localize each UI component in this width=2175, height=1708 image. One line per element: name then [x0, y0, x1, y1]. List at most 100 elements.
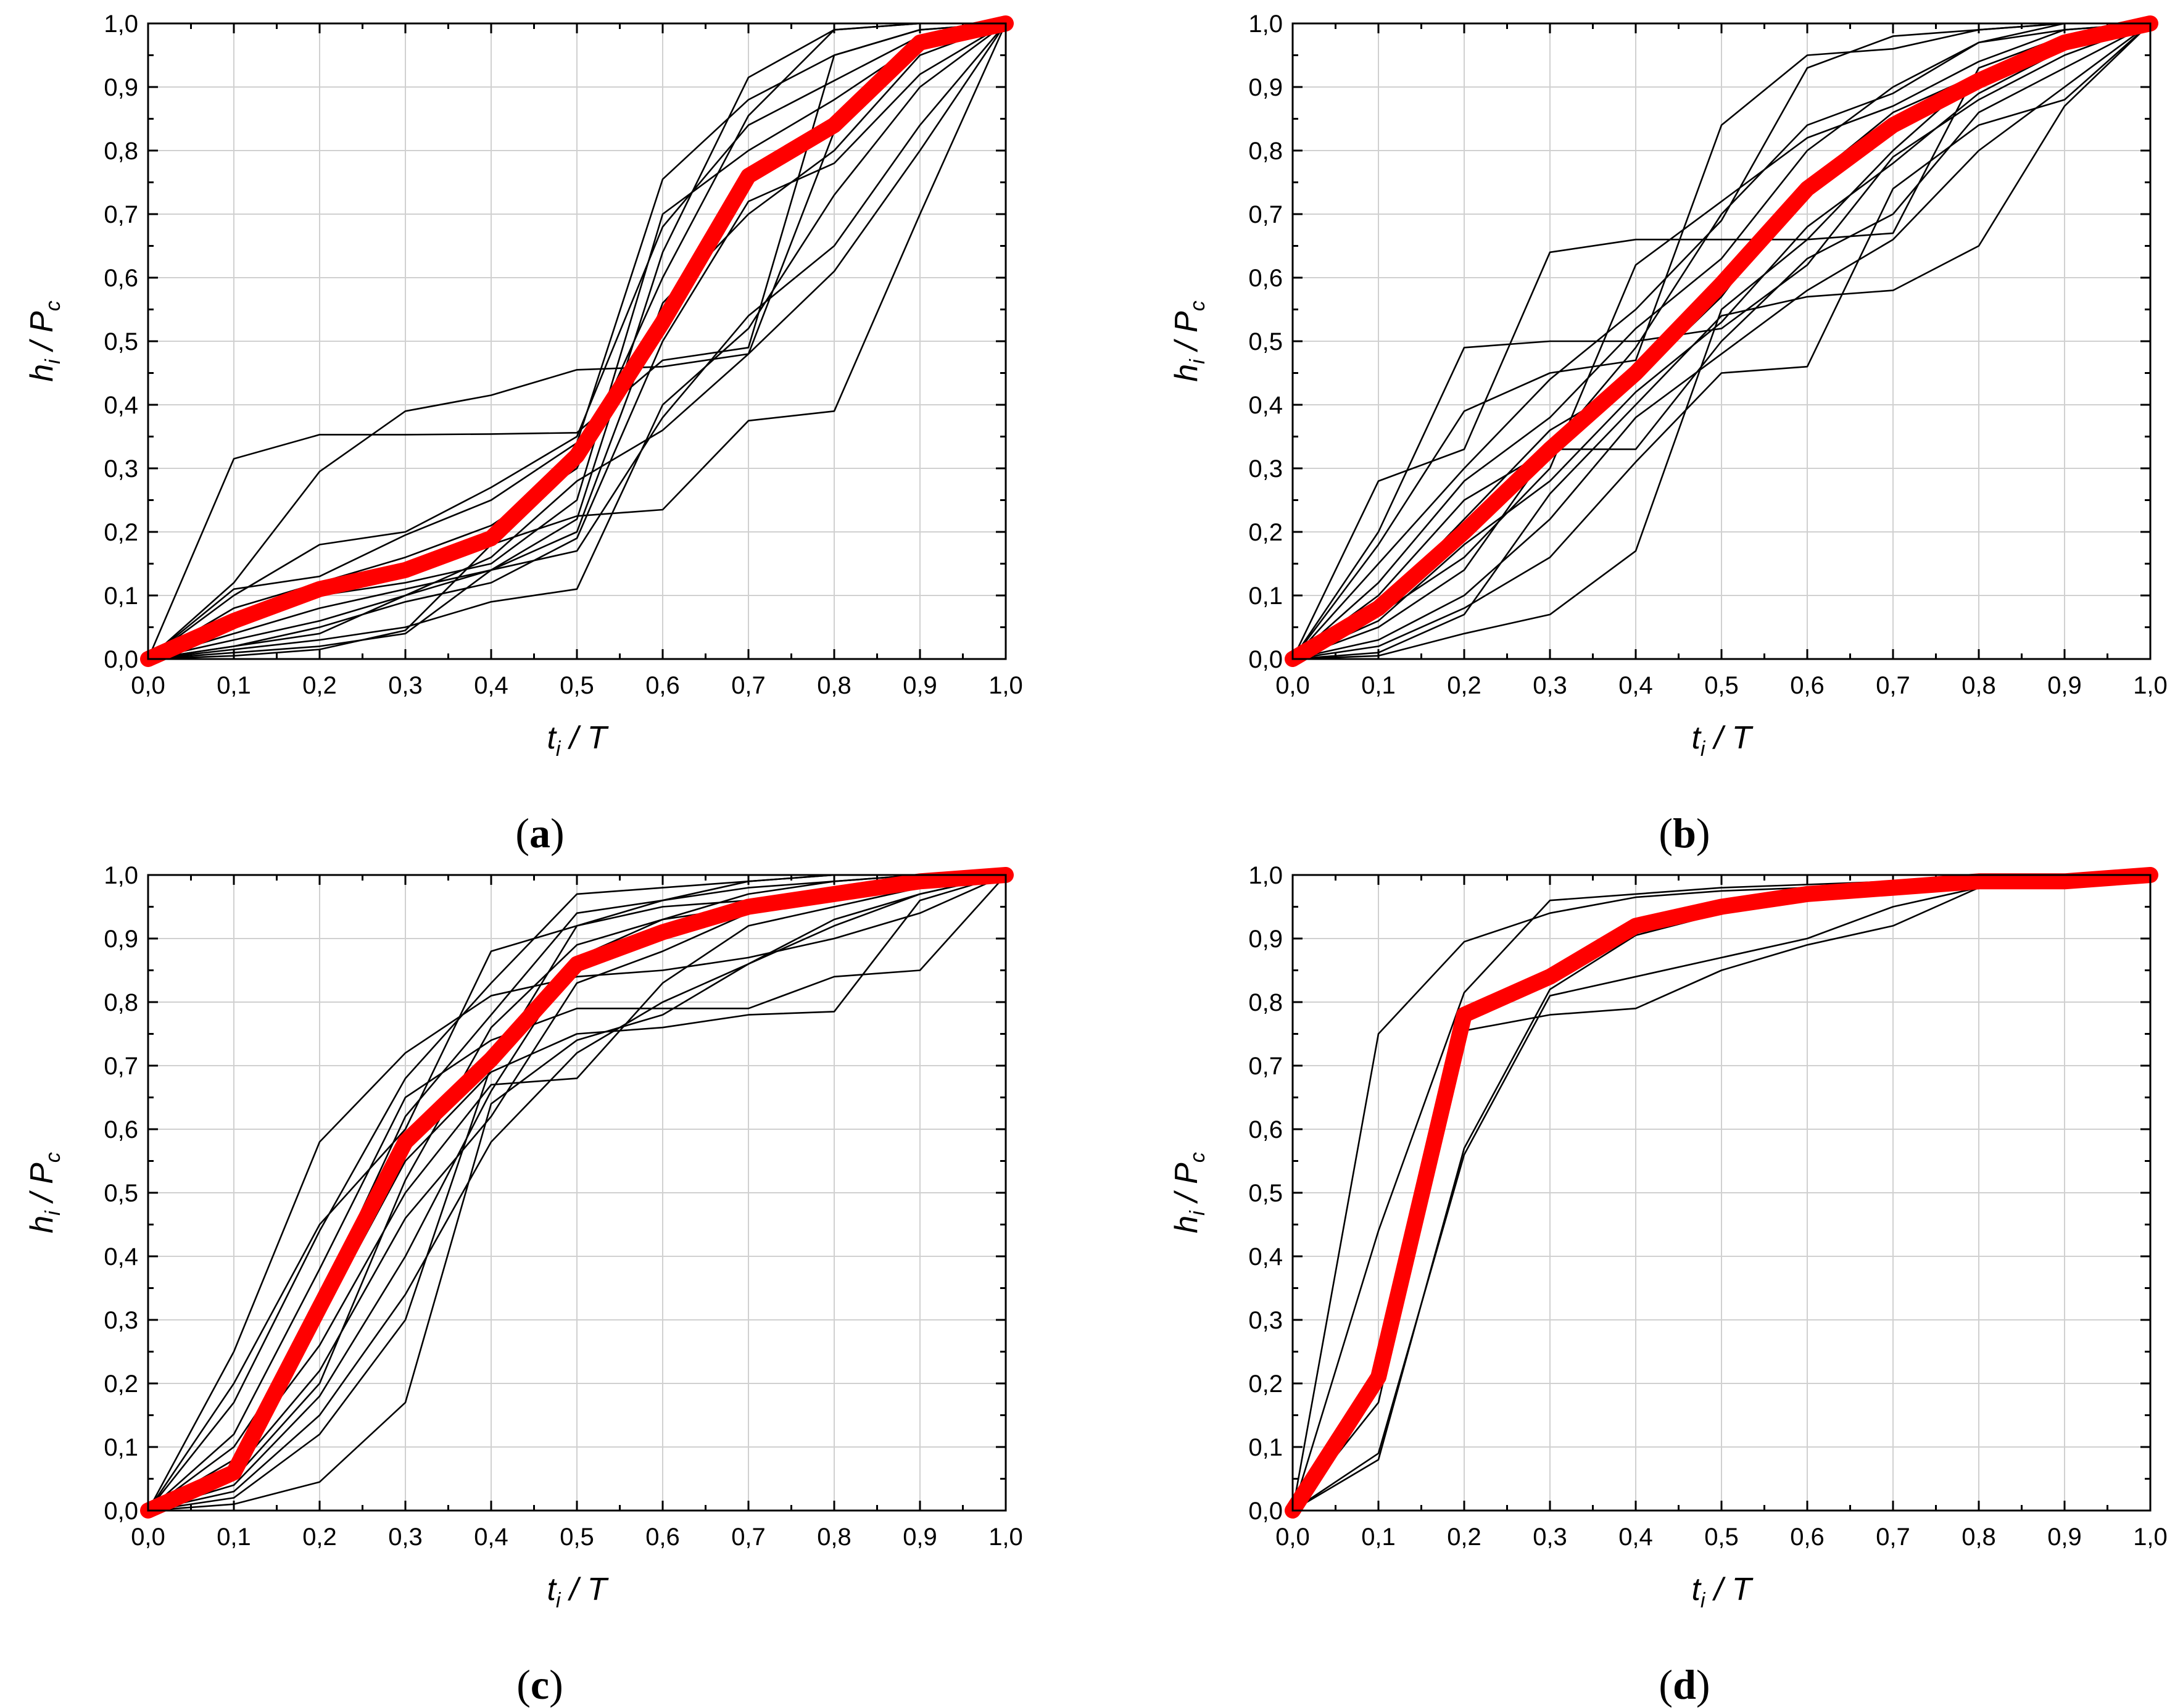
y-tick-label: 0,3: [1248, 1307, 1283, 1334]
chart-panel-b: 0,00,0 0,1 0,1 0,2 0,2 0,3 0,3 0,4 0,4 0,5 0,5 0,6 0…: [1169, 10, 2168, 856]
chart-panel-d: 0,00,0 0,1 0,1 0,2 0,2 0,3 0,3 0,4 0,4 0,5 0,5 0,6 0…: [1169, 862, 2168, 1708]
series-line-12: [147, 23, 1007, 660]
chart-panel-a: 0,00,0 0,1 0,1 0,2 0,2 0,3 0,3 0,4 0,4 0,5 0,5 0,6 0…: [24, 10, 1023, 856]
y-tick-label: 0,2: [104, 1370, 138, 1398]
y-tick-label: 0,2: [1248, 519, 1283, 546]
y-tick-label: 1,0: [1248, 10, 1283, 38]
x-tick-label: 0,3: [388, 1524, 423, 1551]
y-tick-label: 0,2: [1248, 1370, 1283, 1398]
series-line-4: [1292, 22, 2150, 660]
y-tick-label: 0,5: [104, 328, 138, 355]
chart-panel-c: 0,00,0 0,1 0,1 0,2 0,2 0,3 0,3 0,4 0,4 0,5 0,5 0,6 0…: [24, 862, 1023, 1708]
x-tick-label: 0,8: [817, 672, 851, 699]
plot-frame: [1291, 874, 2152, 1512]
x-tick-label: 0,6: [645, 672, 680, 699]
x-tick-label: 0,7: [1876, 672, 1910, 699]
x-tick-label: 0,6: [1790, 672, 1825, 699]
y-tick-label: 0,6: [1248, 1116, 1283, 1143]
x-tick-label: 0,4: [474, 1524, 508, 1551]
series-line-2: [1291, 22, 2151, 660]
x-tick-label: 1,0: [988, 672, 1023, 699]
x-tick-label: 0,2: [1447, 672, 1481, 699]
series-line-5: [1292, 22, 2150, 660]
series-line-9: [147, 874, 1006, 1512]
series-line-13: [147, 23, 1007, 660]
x-tick-label: 0,7: [731, 672, 766, 699]
x-tick-label: 0,9: [2047, 1524, 2082, 1551]
x-tick-label: 0,2: [1447, 1524, 1481, 1551]
plot-frame: [147, 22, 1007, 660]
y-tick-label: 0,2: [104, 519, 138, 546]
y-tick-label: 0,7: [104, 1053, 138, 1080]
y-tick-label: 0,9: [104, 926, 138, 953]
y-axis-label: hi / Pc: [1169, 301, 1209, 382]
y-tick-label: 0,0: [104, 646, 138, 673]
series-line-6: [147, 874, 1006, 1512]
series-line-4: [147, 22, 1006, 660]
x-tick-label: 0,4: [474, 672, 508, 699]
x-tick-label: 0,0: [131, 1524, 165, 1551]
series-line-1: [147, 874, 1006, 1511]
x-tick-label: 0,5: [560, 672, 594, 699]
y-tick-label: 0,1: [104, 1434, 138, 1461]
y-tick-label: 1,0: [104, 862, 138, 889]
y-tick-label: 0,7: [1248, 201, 1283, 228]
y-tick-label: 0,9: [1248, 926, 1283, 953]
series-line-12: [1292, 23, 2151, 660]
x-tick-label: 0,3: [1533, 672, 1567, 699]
x-tick-label: 0,6: [1790, 1524, 1825, 1551]
series-line-9: [147, 22, 1006, 660]
x-tick-label: 0,5: [560, 1524, 594, 1551]
y-tick-label: 0,7: [104, 201, 138, 228]
y-tick-label: 0,6: [104, 265, 138, 292]
plot-frame: [147, 874, 1007, 1512]
y-tick-label: 0,4: [104, 1243, 138, 1271]
x-tick-label: 0,8: [1962, 672, 1996, 699]
x-axis-label: ti / T: [1691, 720, 1753, 761]
grid: [1293, 875, 2150, 1511]
x-axis-label: ti / T: [1691, 1572, 1753, 1612]
y-tick-label: 0,7: [1248, 1053, 1283, 1080]
individual-series: [1291, 22, 2151, 660]
x-tick-label: 0,7: [1876, 1524, 1910, 1551]
x-tick-label: 0,5: [1704, 1524, 1739, 1551]
x-tick-label: 0,2: [302, 1524, 337, 1551]
series-line-10: [147, 22, 1006, 660]
x-tick-label: 0,4: [1618, 1524, 1653, 1551]
y-axis-label: hi / Pc: [24, 301, 65, 382]
x-tick-label: 0,0: [1275, 672, 1310, 699]
x-tick-label: 0,1: [217, 672, 251, 699]
y-tick-label: 0,0: [1248, 1498, 1283, 1525]
y-tick-label: 0,4: [104, 392, 138, 419]
series-line-10: [147, 874, 1006, 1512]
y-tick-label: 0,8: [104, 989, 138, 1016]
x-tick-label: 0,3: [388, 672, 423, 699]
y-tick-label: 0,1: [1248, 1434, 1283, 1461]
y-tick-label: 0,8: [1248, 138, 1283, 165]
x-tick-label: 0,1: [1361, 1524, 1396, 1551]
series-line-1: [1291, 22, 2151, 660]
mean-series-line: [140, 15, 1014, 667]
series-line-6: [1292, 22, 2151, 660]
x-tick-label: 0,8: [817, 1524, 851, 1551]
plot-frame: [1291, 22, 2152, 660]
y-tick-label: 0,8: [104, 138, 138, 165]
x-tick-label: 0,3: [1533, 1524, 1567, 1551]
y-tick-label: 0,3: [104, 455, 138, 483]
series-line-8: [147, 22, 1006, 660]
y-tick-label: 0,4: [1248, 392, 1283, 419]
y-tick-label: 0,6: [104, 1116, 138, 1143]
y-tick-label: 0,0: [104, 1498, 138, 1525]
y-tick-label: 1,0: [1248, 862, 1283, 889]
x-tick-label: 0,2: [302, 672, 337, 699]
series-line-11: [147, 23, 1006, 660]
x-tick-label: 0,7: [731, 1524, 766, 1551]
grid: [1293, 23, 2150, 659]
y-axis-label: hi / Pc: [24, 1152, 65, 1233]
x-tick-label: 0,4: [1618, 672, 1653, 699]
y-tick-label: 0,1: [1248, 582, 1283, 610]
x-tick-label: 0,0: [131, 672, 165, 699]
series-line-11: [147, 874, 1006, 1512]
panel-caption: (c): [516, 1661, 563, 1708]
panel-caption: (b): [1659, 810, 1710, 856]
